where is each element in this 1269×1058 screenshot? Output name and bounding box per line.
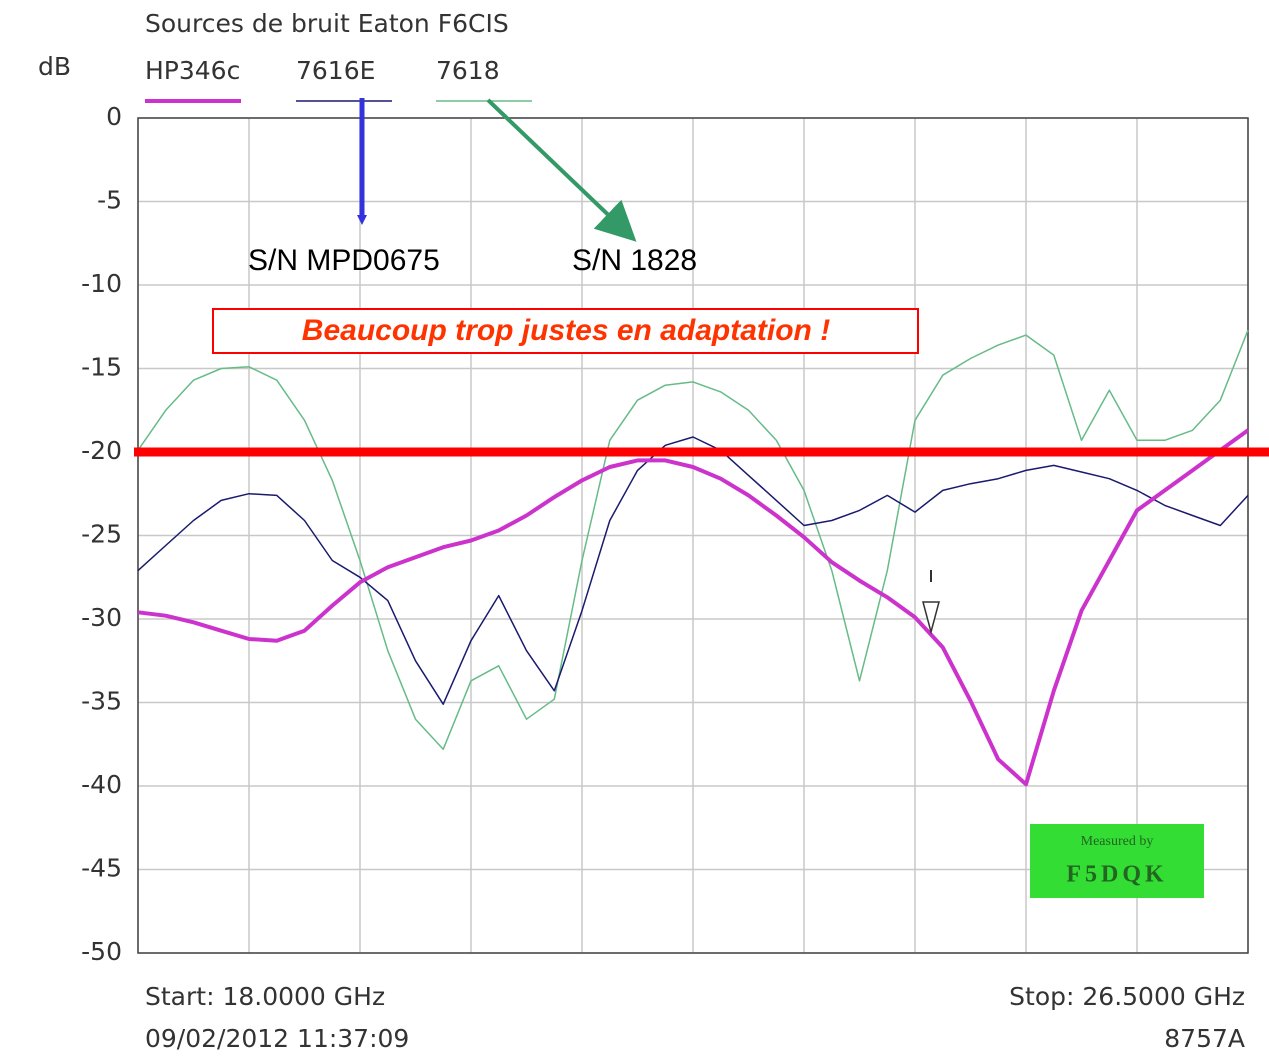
plot-frame — [137, 117, 1249, 954]
y-tick-label: -40 — [81, 770, 122, 799]
warning-text: Beaucoup trop justes en adaptation ! — [302, 314, 830, 347]
y-tick-label: -25 — [81, 520, 122, 549]
y-tick-label: -50 — [81, 937, 122, 966]
y-tick-label: -15 — [81, 353, 122, 382]
annotation: S/N MPD0675 — [248, 244, 440, 277]
y-tick-label: 0 — [106, 102, 122, 131]
y-tick-label: -20 — [81, 436, 122, 465]
start-label: Start: 18.0000 GHz — [145, 982, 385, 1011]
data-line — [137, 428, 1250, 787]
y-tick-label: -5 — [97, 186, 122, 215]
stop-label: Stop: 26.5000 GHz — [1009, 982, 1245, 1011]
y-axis-label: dB — [38, 52, 71, 81]
marker — [922, 601, 940, 635]
data-line — [137, 329, 1249, 751]
instrument: 8757A — [1164, 1024, 1245, 1053]
y-tick-label: -10 — [81, 269, 122, 298]
legend-label: 7618 — [436, 56, 500, 85]
stamp-text: Measured by — [1081, 834, 1154, 849]
legend-label: HP346c — [145, 56, 240, 85]
y-tick-label: -35 — [81, 687, 122, 716]
stamp-box — [1030, 824, 1204, 898]
warning-box — [212, 308, 919, 354]
data-line — [137, 436, 1249, 705]
legend-label: 7616E — [296, 56, 375, 85]
plot-area: 0 -5 -10 -15 -20 -25 -30 -35 -40 -45 -50 — [81, 102, 1269, 966]
y-tick-label: -30 — [81, 603, 122, 632]
y-tick-label: -45 — [81, 854, 122, 883]
annotation: S/N 1828 — [572, 244, 697, 277]
stamp-text: F5DQK — [1066, 862, 1167, 888]
timestamp: 09/02/2012 11:37:09 — [145, 1024, 409, 1053]
overlay: S/N MPD0675 S/N 1828 Beaucoup trop juste… — [212, 98, 1204, 898]
arrow — [486, 98, 637, 242]
chart-title: Sources de bruit Eaton F6CIS — [145, 9, 509, 38]
